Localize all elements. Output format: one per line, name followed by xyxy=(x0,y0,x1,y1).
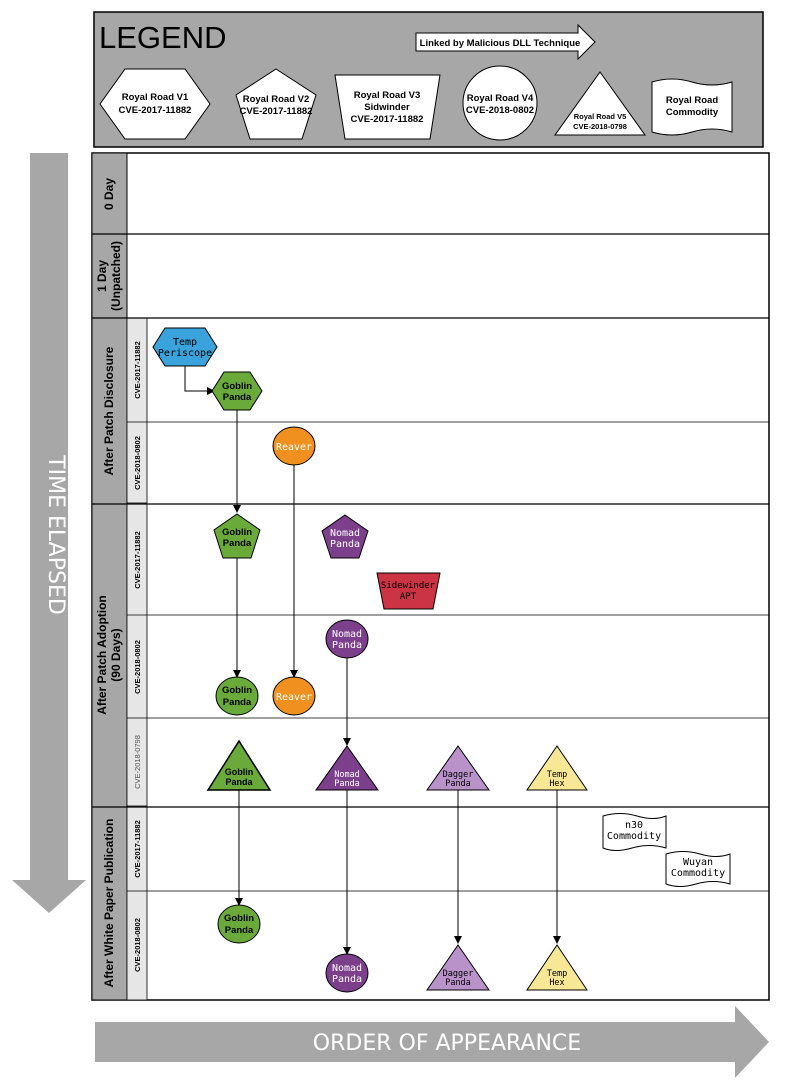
time-elapsed-arrow: TIME ELAPSED xyxy=(12,153,86,913)
legend-link-note: Linked by Malicious DLL Technique xyxy=(420,38,581,49)
node-temp-hex-triangle-adoption: Temp Hex xyxy=(526,745,588,791)
node-nomad-panda-pentagon-line1: Nomad xyxy=(330,528,360,539)
cve-label-adoption-2017-11882: CVE-2017-11882 xyxy=(133,531,142,589)
legend-v1-line1: Royal Road V1 xyxy=(122,92,189,103)
legend-royal-road-v1: Royal Road V1 CVE-2017-11882 xyxy=(99,68,211,140)
node-goblin-panda-pentagon: Goblin Panda xyxy=(213,513,261,559)
node-nomad-panda-pentagon-line2: Panda xyxy=(330,539,360,550)
node-goblin-panda-pentagon-line1: Goblin xyxy=(222,527,252,538)
time-elapsed-label: TIME ELAPSED xyxy=(43,454,68,615)
cve-label-disclosure-2017-11882: CVE-2017-11882 xyxy=(133,341,142,399)
node-wuyan-commodity-line1: Wuyan xyxy=(683,857,713,868)
node-temp-hex-whitepaper-line2: Hex xyxy=(549,978,564,988)
cve-label-adoption-2018-0798: CVE-2018-0798 xyxy=(133,735,142,789)
node-nomad-panda-circle-adoption: Nomad Panda xyxy=(325,619,369,659)
node-goblin-panda-triangle-line1: Goblin xyxy=(225,767,254,777)
node-goblin-panda-whitepaper-line2: Panda xyxy=(225,925,254,936)
legend-v3-line2: Sidwinder xyxy=(364,102,410,113)
node-dagger-panda-triangle-whitepaper: Dagger Panda xyxy=(426,944,490,991)
order-of-appearance-label: ORDER OF APPEARANCE xyxy=(313,1031,581,1056)
node-goblin-panda-circle-adoption: Goblin Panda xyxy=(215,676,259,716)
legend-v2-line1: Royal Road V2 xyxy=(243,94,310,105)
legend-v3-line1: Royal Road V3 xyxy=(354,90,421,101)
node-nomad-panda-circle-whitepaper: Nomad Panda xyxy=(325,953,369,993)
node-temp-hex-adoption-line2: Hex xyxy=(549,779,564,789)
node-goblin-panda-circle-whitepaper: Goblin Panda xyxy=(217,904,261,944)
node-nomad-panda-circle-adoption-line1: Nomad xyxy=(332,629,362,640)
node-goblin-panda-pentagon-line2: Panda xyxy=(223,538,252,549)
node-goblin-panda-triangle: Goblin Panda xyxy=(206,739,272,791)
row-label-1-day: 1 Day xyxy=(95,260,109,292)
legend-commodity-line1: Royal Road xyxy=(666,95,718,106)
legend-v5-line1: Royal Road V5 xyxy=(574,112,627,121)
node-temp-periscope: Temp Periscope xyxy=(152,327,218,367)
node-reaver-disclosure: Reaver xyxy=(272,426,316,466)
node-n30-commodity-line1: n30 xyxy=(625,820,643,831)
connectors xyxy=(184,366,561,955)
order-of-appearance-arrow: ORDER OF APPEARANCE xyxy=(95,1006,769,1078)
node-wuyan-commodity: Wuyan Commodity xyxy=(665,851,731,887)
node-dagger-panda-whitepaper-line1: Dagger xyxy=(443,969,474,979)
node-wuyan-commodity-line2: Commodity xyxy=(671,868,725,879)
legend-panel: LEGEND Linked by Malicious DLL Technique… xyxy=(93,11,764,148)
node-dagger-panda-triangle-adoption: Dagger Panda xyxy=(426,745,490,791)
node-nomad-panda-whitepaper-line1: Nomad xyxy=(332,963,362,974)
node-reaver-disclosure-label: Reaver xyxy=(276,442,312,453)
node-nomad-panda-whitepaper-line2: Panda xyxy=(332,974,362,985)
legend-royal-road-v4: Royal Road V4 CVE-2018-0802 xyxy=(462,65,538,141)
legend-link-arrow: Linked by Malicious DLL Technique xyxy=(415,23,596,61)
node-goblin-panda-hexagon-line1: Goblin xyxy=(222,381,252,392)
row-label-after-white-paper: After White Paper Publication xyxy=(102,819,116,988)
node-n30-commodity-line2: Commodity xyxy=(607,831,661,842)
node-temp-periscope-line2: Periscope xyxy=(158,348,212,359)
cve-label-whitepaper-2018-0802: CVE-2018-0802 xyxy=(133,918,142,972)
node-goblin-panda-hexagon-line2: Panda xyxy=(223,392,252,403)
node-nomad-panda-triangle-line1: Nomad xyxy=(334,770,360,780)
legend-title: LEGEND xyxy=(99,20,226,55)
legend-royal-road-v3: Royal Road V3 Sidwinder CVE-2017-11882 xyxy=(334,74,441,140)
cve-label-whitepaper-2017-11882: CVE-2017-11882 xyxy=(133,820,142,878)
node-nomad-panda-pentagon: Nomad Panda xyxy=(321,514,369,559)
row-label-after-patch-adoption: After Patch Adoption xyxy=(95,595,109,715)
node-dagger-panda-whitepaper-line2: Panda xyxy=(445,978,471,988)
node-dagger-panda-adoption-line1: Dagger xyxy=(443,770,474,780)
node-sidewinder-apt-line2: APT xyxy=(400,592,417,602)
legend-v1-line2: CVE-2017-11882 xyxy=(119,105,192,116)
node-dagger-panda-adoption-line2: Panda xyxy=(445,779,471,789)
node-goblin-panda-whitepaper-line1: Goblin xyxy=(224,913,254,924)
cve-label-adoption-2018-0802: CVE-2018-0802 xyxy=(133,640,142,694)
node-sidewinder-apt: Sidewinder APT xyxy=(376,572,441,610)
row-label-1-day-unpatched: (Unpatched) xyxy=(109,241,123,311)
node-temp-periscope-line1: Temp xyxy=(173,337,197,348)
node-reaver-adoption: Reaver xyxy=(272,676,316,716)
legend-royal-road-v5: Royal Road V5 CVE-2018-0798 xyxy=(554,71,646,136)
row-label-after-patch-adoption-90-days: (90 Days) xyxy=(109,628,123,681)
node-nomad-panda-triangle-line2: Panda xyxy=(334,779,360,789)
node-temp-hex-whitepaper-line1: Temp xyxy=(547,969,567,979)
legend-royal-road-v2: Royal Road V2 CVE-2017-11882 xyxy=(235,68,317,140)
node-goblin-panda-triangle-line2: Panda xyxy=(225,777,253,787)
row-label-0-day: 0 Day xyxy=(102,178,116,210)
node-temp-hex-triangle-whitepaper: Temp Hex xyxy=(526,944,588,991)
node-goblin-panda-hexagon: Goblin Panda xyxy=(211,371,263,411)
legend-v2-line2: CVE-2017-11882 xyxy=(240,106,313,117)
legend-v5-line2: CVE-2018-0798 xyxy=(573,122,627,131)
node-reaver-adoption-label: Reaver xyxy=(276,692,312,703)
connector-temp-periscope-to-goblin-panda xyxy=(184,366,215,395)
node-nomad-panda-circle-adoption-line2: Panda xyxy=(332,640,362,651)
legend-v3-line3: CVE-2017-11882 xyxy=(351,114,424,125)
row-label-after-patch-disclosure: After Patch Disclosure xyxy=(102,346,116,475)
node-nomad-panda-triangle: Nomad Panda xyxy=(315,745,379,791)
node-goblin-panda-circle-adoption-line1: Goblin xyxy=(222,685,252,696)
cve-label-disclosure-2018-0802: CVE-2018-0802 xyxy=(133,436,142,490)
legend-v4-line1: Royal Road V4 xyxy=(467,93,534,104)
node-sidewinder-apt-line1: Sidewinder xyxy=(381,581,436,591)
legend-royal-road-commodity: Royal Road Commodity xyxy=(651,78,733,136)
node-n30-commodity: n30 Commodity xyxy=(602,813,667,851)
legend-commodity-line2: Commodity xyxy=(666,107,719,118)
node-temp-hex-adoption-line1: Temp xyxy=(547,770,567,780)
legend-v4-line2: CVE-2018-0802 xyxy=(466,105,534,116)
node-goblin-panda-circle-adoption-line2: Panda xyxy=(223,697,252,708)
